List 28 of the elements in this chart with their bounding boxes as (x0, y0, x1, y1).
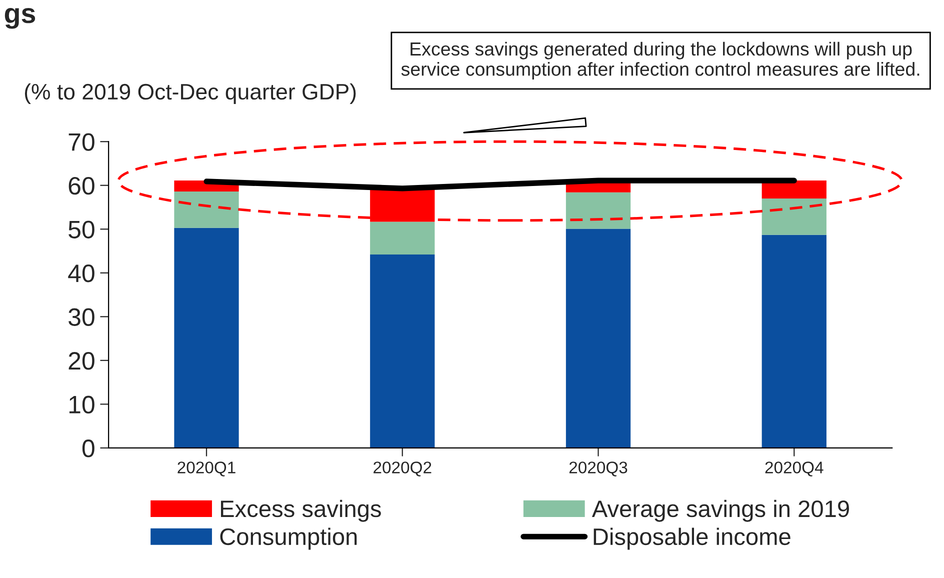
bar (762, 234, 826, 448)
x-tick-label: 2020Q4 (765, 462, 824, 476)
y-tick-label: 10 (69, 396, 94, 414)
bar (762, 198, 826, 235)
bar (174, 228, 239, 448)
bar (762, 180, 826, 198)
y-tick-label: 60 (68, 176, 94, 195)
y-tick-label: 70 (68, 133, 94, 151)
y-axis-title: (% to 2019 Oct-Dec quarter GDP) (24, 83, 356, 104)
legend-label: Consumption (220, 528, 357, 550)
legend-label: Average savings in 2019 (592, 500, 849, 522)
bar (370, 254, 435, 448)
bar (566, 228, 631, 448)
bar (566, 192, 631, 229)
x-tick-label: 2020Q3 (569, 462, 628, 476)
y-tick-label: 20 (68, 352, 94, 370)
x-tick-label: 2020Q1 (178, 462, 236, 476)
chart-title: gs (4, 8, 36, 29)
x-tick-label: 2020Q2 (374, 462, 432, 476)
y-tick-label: 0 (82, 440, 94, 458)
legend-label: Disposable income (594, 528, 790, 550)
legend-label: Excess savings (220, 500, 381, 522)
y-tick-label: 30 (68, 308, 94, 326)
bar (370, 222, 435, 255)
y-tick-label: 40 (68, 264, 94, 282)
y-tick-label: 50 (68, 220, 94, 238)
text: Excess savings generated during the lockdowns will push up service consumption after infection control measures are lifted. (401, 42, 920, 80)
bar (174, 192, 239, 228)
